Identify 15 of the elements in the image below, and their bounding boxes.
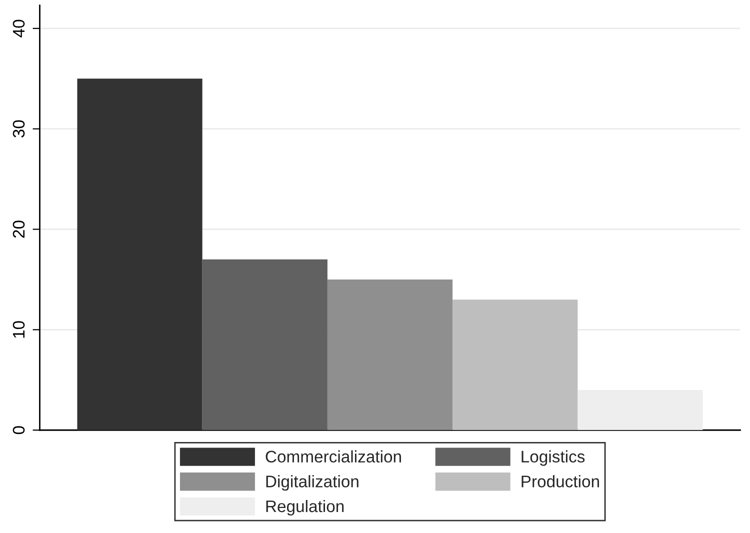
legend-label: Commercialization [266,450,401,463]
bar [77,78,202,430]
bar [578,390,703,430]
bar [202,259,328,430]
y-tick-label: 10 [12,321,25,338]
bar [327,279,453,430]
y-tick-label: 30 [12,120,25,138]
y-tick-label: 0 [12,426,25,434]
bar [452,300,578,430]
legend-label: Regulation [266,500,344,516]
legend-label: Logistics [522,450,585,466]
legend-label: Production [522,475,599,488]
y-tick-label: 40 [12,20,25,38]
legend-label: Digitalization [266,475,358,491]
y-tick-label: 20 [12,220,25,238]
